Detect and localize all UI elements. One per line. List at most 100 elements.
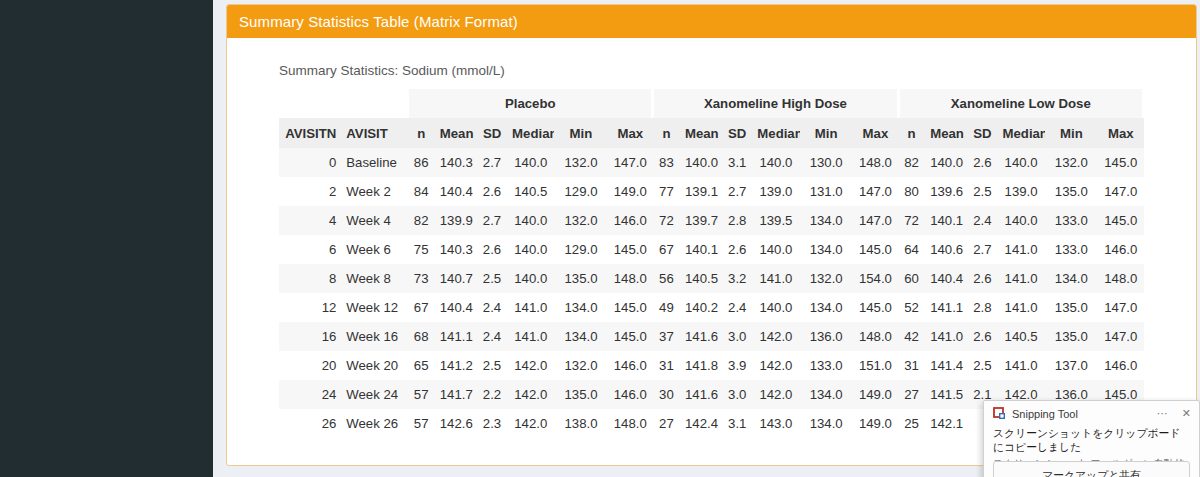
column-header-avisit: AVISIT bbox=[341, 118, 407, 148]
table-cell: 3.2 bbox=[722, 264, 752, 293]
table-cell: 142.0 bbox=[507, 380, 554, 409]
group-header-xanomeline-high-dose: Xanomeline High Dose bbox=[653, 89, 898, 118]
table-cell: 141.1 bbox=[435, 322, 477, 351]
notification-header: Snipping Tool ⋯ ✕ bbox=[984, 401, 1199, 422]
table-cell: 141.2 bbox=[435, 351, 477, 380]
table-cell: 140.0 bbox=[752, 148, 799, 177]
table-cell: 140.6 bbox=[925, 235, 967, 264]
table-cell: 134.0 bbox=[554, 293, 607, 322]
table-cell: 57 bbox=[408, 409, 435, 438]
table-cell: 141.0 bbox=[998, 351, 1045, 380]
table-row: 2Week 284140.42.6140.5129.0149.077139.12… bbox=[279, 177, 1144, 206]
table-cell: 140.5 bbox=[680, 264, 722, 293]
table-cell: 132.0 bbox=[800, 264, 853, 293]
table-cell: 140.3 bbox=[435, 235, 477, 264]
table-cell: 148.0 bbox=[853, 322, 898, 351]
table-cell: 146.0 bbox=[1098, 351, 1144, 380]
table-row: 8Week 873140.72.5140.0135.0148.056140.53… bbox=[279, 264, 1144, 293]
notification-message-primary: スクリーンショットをクリップボードにコピーしました bbox=[984, 422, 1199, 455]
table-cell: 141.1 bbox=[925, 293, 967, 322]
snipping-tool-notification[interactable]: Snipping Tool ⋯ ✕ スクリーンショットをクリップボードにコピーし… bbox=[983, 400, 1200, 477]
column-header-median: Median bbox=[752, 118, 799, 148]
table-cell: 2.4 bbox=[477, 293, 507, 322]
table-cell: 2.4 bbox=[477, 322, 507, 351]
table-cell: 133.0 bbox=[800, 351, 853, 380]
table-cell: 139.0 bbox=[998, 177, 1045, 206]
table-cell: 83 bbox=[653, 148, 680, 177]
table-row: 4Week 482139.92.7140.0132.0146.072139.72… bbox=[279, 206, 1144, 235]
table-cell: 2.5 bbox=[477, 264, 507, 293]
column-header-avisitn: AVISITN bbox=[279, 118, 341, 148]
table-row: 16Week 1668141.12.4141.0134.0145.037141.… bbox=[279, 322, 1144, 351]
column-header-sd: SD bbox=[967, 118, 997, 148]
table-cell: 2.7 bbox=[477, 148, 507, 177]
table-cell: 140.4 bbox=[925, 264, 967, 293]
table-cell: 142.1 bbox=[925, 409, 967, 438]
panel-title: Summary Statistics Table (Matrix Format) bbox=[227, 5, 1196, 38]
table-cell: 2.6 bbox=[967, 322, 997, 351]
table-cell: 149.0 bbox=[608, 177, 653, 206]
table-cell: 141.0 bbox=[998, 293, 1045, 322]
table-cell: 72 bbox=[653, 206, 680, 235]
notification-app-title: Snipping Tool bbox=[1012, 408, 1143, 420]
table-cell: 129.0 bbox=[554, 177, 607, 206]
table-cell: 31 bbox=[898, 351, 925, 380]
table-cell: 139.1 bbox=[680, 177, 722, 206]
group-header-placebo: Placebo bbox=[408, 89, 653, 118]
snipping-tool-icon bbox=[993, 407, 1006, 420]
table-cell: 2.4 bbox=[967, 206, 997, 235]
table-cell: 2.2 bbox=[477, 380, 507, 409]
table-cell: 67 bbox=[653, 235, 680, 264]
table-cell: 134.0 bbox=[1045, 264, 1098, 293]
column-header-n: n bbox=[408, 118, 435, 148]
table-cell: 12 bbox=[279, 293, 341, 322]
column-header-mean: Mean bbox=[435, 118, 477, 148]
table-cell: Week 2 bbox=[341, 177, 407, 206]
table-row: 6Week 675140.32.6140.0129.0145.067140.12… bbox=[279, 235, 1144, 264]
table-cell: 146.0 bbox=[1098, 235, 1144, 264]
table-cell: Week 16 bbox=[341, 322, 407, 351]
table-cell: 146.0 bbox=[608, 206, 653, 235]
table-head: PlaceboXanomeline High DoseXanomeline Lo… bbox=[279, 89, 1144, 148]
table-cell: 86 bbox=[408, 148, 435, 177]
column-header-min: Min bbox=[800, 118, 853, 148]
table-cell: 142.0 bbox=[752, 322, 799, 351]
table-cell: 2.5 bbox=[967, 351, 997, 380]
table-cell: 140.7 bbox=[435, 264, 477, 293]
notification-close-icon[interactable]: ✕ bbox=[1182, 407, 1191, 420]
column-header-sd: SD bbox=[477, 118, 507, 148]
table-cell: 42 bbox=[898, 322, 925, 351]
table-cell: 65 bbox=[408, 351, 435, 380]
table-cell: 2 bbox=[279, 177, 341, 206]
table-cell: 2.7 bbox=[477, 206, 507, 235]
column-header-n: n bbox=[898, 118, 925, 148]
table-cell: 27 bbox=[898, 380, 925, 409]
column-header-n: n bbox=[653, 118, 680, 148]
table-cell: 52 bbox=[898, 293, 925, 322]
table-cell: 2.6 bbox=[477, 177, 507, 206]
table-cell: 131.0 bbox=[800, 177, 853, 206]
table-cell: 75 bbox=[408, 235, 435, 264]
table-cell: 84 bbox=[408, 177, 435, 206]
table-cell: 141.0 bbox=[507, 293, 554, 322]
table-cell: Week 8 bbox=[341, 264, 407, 293]
table-cell: 68 bbox=[408, 322, 435, 351]
notification-more-button[interactable]: ⋯ bbox=[1157, 407, 1168, 420]
column-header-mean: Mean bbox=[925, 118, 967, 148]
table-cell: 30 bbox=[653, 380, 680, 409]
table-cell: Week 26 bbox=[341, 409, 407, 438]
table-cell: 57 bbox=[408, 380, 435, 409]
table-cell: 147.0 bbox=[1098, 177, 1144, 206]
table-cell: 141.5 bbox=[925, 380, 967, 409]
markup-and-share-button[interactable]: マークアップと共有 bbox=[993, 461, 1190, 477]
table-cell: 147.0 bbox=[853, 206, 898, 235]
table-cell: 132.0 bbox=[1045, 148, 1098, 177]
table-cell: Baseline bbox=[341, 148, 407, 177]
table-cell: 137.0 bbox=[1045, 351, 1098, 380]
table-cell: 8 bbox=[279, 264, 341, 293]
table-cell: 132.0 bbox=[554, 206, 607, 235]
column-header-max: Max bbox=[853, 118, 898, 148]
table-cell: 147.0 bbox=[1098, 293, 1144, 322]
table-cell: 60 bbox=[898, 264, 925, 293]
table-cell: 3.9 bbox=[722, 351, 752, 380]
